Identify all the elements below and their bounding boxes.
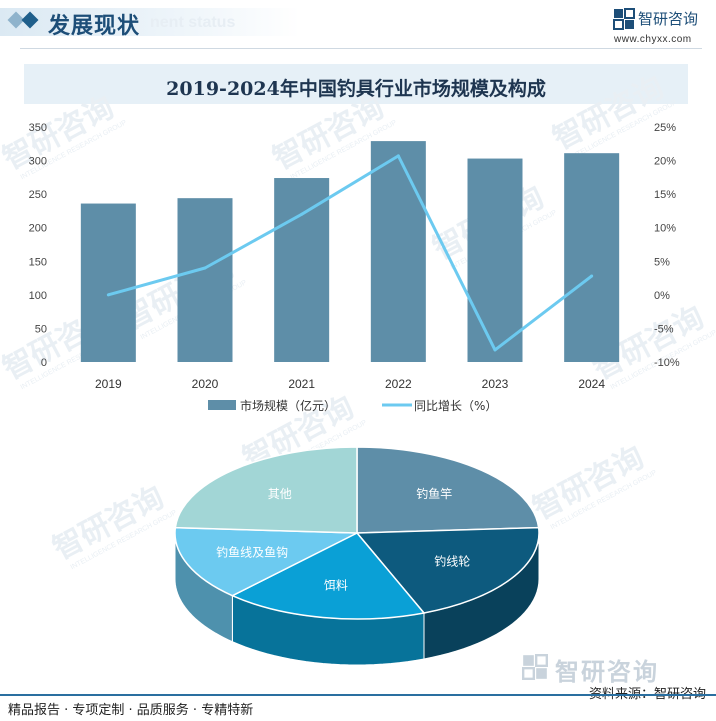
x-tick-label: 2023	[482, 377, 509, 391]
y-right-tick-label: 25%	[654, 122, 676, 134]
y-right-tick-label: 10%	[654, 223, 676, 235]
y-left-tick-label: 350	[29, 122, 47, 134]
pie-label: 钓线轮	[434, 555, 470, 569]
growth-point-2022	[396, 154, 400, 158]
footer-slogan: 精品报告 · 专项定制 · 品质服务 · 专精特新	[8, 703, 254, 718]
x-tick-label: 2020	[192, 377, 219, 391]
chart-title-box: 2019-2024年中国钓具行业市场规模及构成	[24, 64, 688, 104]
combo-chart: 0 50 100 150 200 250 300 350 -10% -5% 0% 5% 10% 15% 20…	[29, 122, 680, 413]
x-tick-label: 2022	[385, 377, 412, 391]
x-tick-label: 2024	[578, 377, 605, 391]
bar-2021	[274, 178, 330, 362]
legend-bar-swatch	[208, 400, 236, 410]
growth-point-2021	[300, 212, 304, 216]
pie-label: 饵料	[324, 578, 348, 592]
y-right-tick-label: 5%	[654, 256, 670, 268]
y-right-tick-label: 20%	[654, 156, 676, 168]
top-divider	[20, 48, 702, 49]
growth-point-2020	[203, 266, 207, 270]
legend-line-label: 同比增长（%）	[414, 399, 497, 413]
header-ghost-text: nent status	[150, 14, 236, 31]
pie-slice-其他	[174, 446, 358, 534]
y-left-tick-label: 100	[29, 290, 47, 302]
growth-point-2019	[106, 293, 110, 297]
x-tick-label: 2019	[95, 377, 122, 391]
growth-point-2024	[590, 274, 594, 278]
growth-line	[107, 154, 593, 352]
pie-label: 钓鱼线及鱼钩	[216, 546, 288, 560]
y-right-tick-label: -10%	[654, 357, 680, 369]
brand-logo-icon	[613, 8, 635, 30]
chart-title: 2019-2024年中国钓具行业市场规模及构成	[166, 78, 546, 100]
bar-2020	[177, 198, 233, 362]
y-left-tick-label: 300	[29, 156, 47, 168]
footer-logo-icon	[522, 654, 548, 680]
pie-slice-钓线轮	[355, 526, 540, 614]
source-note: 资料来源：智研咨询	[588, 687, 706, 702]
y-left-tick-label: 250	[29, 189, 47, 201]
y-right-tick-label: 15%	[654, 189, 676, 201]
bar-2024	[564, 153, 620, 362]
y-left-tick-label: 0	[41, 357, 47, 369]
y-right-tick-label: -5%	[654, 323, 674, 335]
pie-slice-钓鱼竿	[356, 446, 540, 534]
pie-slice-钓鱼线及鱼钩	[174, 526, 358, 597]
brand-name: 智研咨询	[638, 10, 699, 28]
bar-2019	[80, 203, 136, 362]
pie-slice-饵料	[230, 532, 426, 620]
page-title: 发展现状	[48, 14, 141, 39]
legend-bar-label: 市场规模（亿元）	[240, 398, 336, 413]
y-left-tick-label: 200	[29, 223, 47, 235]
header-bar	[0, 8, 300, 36]
y-left-tick-label: 150	[29, 256, 47, 268]
brand-url: www.chyxx.com	[614, 34, 692, 45]
bar-2022	[370, 141, 426, 362]
pie-label: 其他	[268, 487, 292, 501]
y-right-tick-label: 0%	[654, 290, 670, 302]
footer-divider	[0, 694, 716, 696]
footer-brand-watermark: 智研咨询	[555, 658, 659, 686]
x-tick-label: 2021	[288, 377, 315, 391]
y-left-tick-label: 50	[35, 323, 47, 335]
bar-2023	[467, 158, 523, 362]
growth-point-2023	[493, 348, 497, 352]
pie-label: 钓鱼竿	[416, 486, 452, 501]
